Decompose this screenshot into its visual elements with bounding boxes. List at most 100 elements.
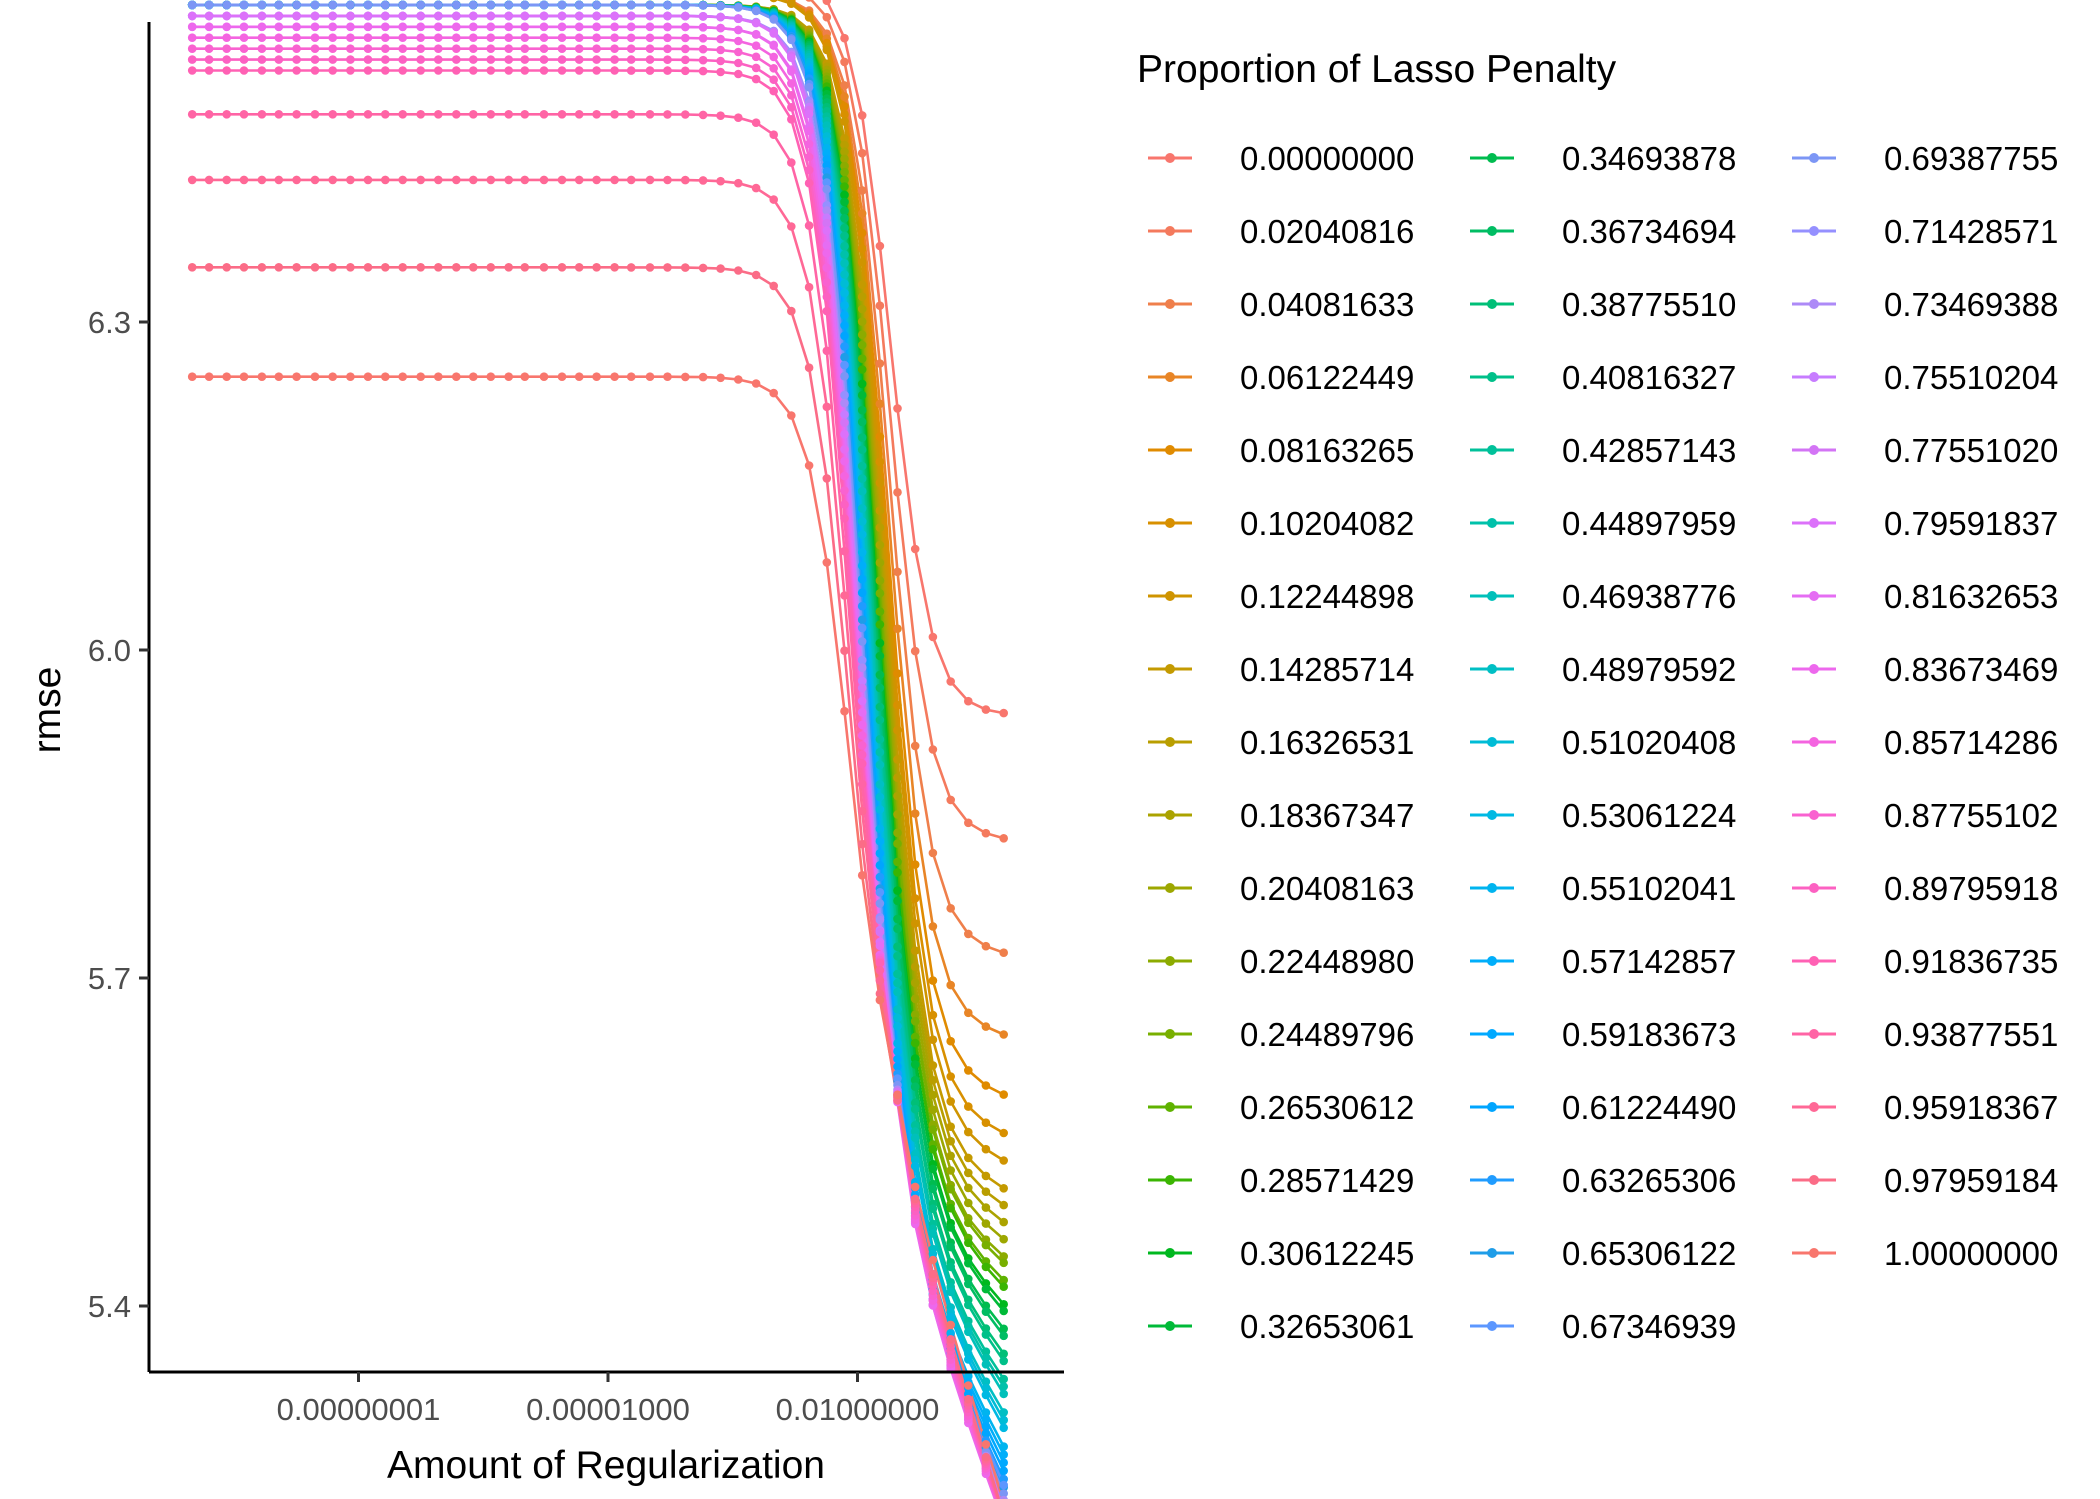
data-point: [822, 558, 832, 567]
data-point: [222, 0, 231, 10]
legend-key-point: [1487, 591, 1497, 601]
legend-label: 0.28571429: [1240, 1162, 1414, 1199]
data-point: [875, 241, 885, 251]
data-point: [875, 702, 885, 712]
data-point: [999, 834, 1008, 843]
data-point: [928, 1075, 938, 1085]
data-point: [893, 404, 902, 413]
data-point: [452, 372, 461, 382]
data-point: [452, 33, 461, 42]
data-point: [734, 69, 743, 79]
data-point: [910, 1104, 920, 1114]
legend-key-point: [1809, 664, 1819, 674]
legend-item: 0.48979592: [1470, 651, 1736, 688]
data-point: [574, 0, 584, 10]
data-point: [893, 1005, 902, 1014]
data-point: [187, 11, 197, 21]
data-point: [469, 175, 478, 185]
data-point: [346, 44, 355, 53]
data-point: [787, 67, 796, 76]
data-point: [645, 55, 655, 64]
data-point: [416, 263, 426, 272]
data-point: [893, 914, 902, 924]
data-point: [328, 55, 338, 64]
data-point: [804, 165, 814, 175]
data-point: [557, 372, 567, 382]
data-point: [893, 488, 902, 497]
data-point: [592, 110, 601, 119]
data-point: [222, 55, 231, 64]
data-point: [857, 209, 867, 218]
data-point: [663, 66, 672, 75]
data-point: [981, 1452, 991, 1462]
legend-label: 0.63265306: [1562, 1162, 1736, 1199]
data-point: [310, 66, 320, 75]
data-point: [928, 1061, 938, 1070]
data-point: [592, 55, 601, 64]
data-point: [381, 11, 390, 21]
data-point: [769, 41, 778, 50]
data-point: [893, 1074, 902, 1083]
data-point: [363, 11, 373, 21]
data-point: [875, 735, 885, 744]
data-point: [875, 478, 885, 488]
data-point: [204, 0, 214, 10]
data-point: [751, 118, 761, 127]
data-point: [910, 544, 920, 554]
data-point: [787, 91, 796, 100]
data-point: [840, 471, 849, 481]
data-point: [539, 263, 549, 272]
data-point: [398, 11, 408, 21]
data-point: [239, 110, 249, 119]
data-point: [964, 1238, 973, 1248]
data-point: [840, 398, 849, 408]
legend-item: 0.10204082: [1148, 505, 1414, 542]
data-point: [557, 55, 567, 64]
data-point: [626, 22, 636, 32]
data-point: [716, 23, 725, 33]
data-point: [698, 66, 708, 76]
data-point: [893, 624, 902, 633]
data-point: [857, 486, 867, 496]
data-point: [398, 175, 408, 185]
data-point: [539, 66, 549, 75]
legend-item: 0.08163265: [1148, 432, 1414, 469]
data-point: [751, 63, 761, 73]
data-point: [981, 1324, 991, 1333]
data-point: [292, 11, 301, 21]
legend-key-point: [1165, 445, 1175, 455]
data-point: [875, 620, 885, 629]
data-point: [292, 44, 301, 53]
data-point: [893, 700, 902, 710]
data-point: [981, 828, 991, 838]
data-point: [204, 33, 214, 42]
data-point: [840, 241, 849, 251]
data-point: [964, 929, 973, 939]
data-point: [893, 1022, 902, 1031]
legend-key-point: [1165, 1248, 1175, 1258]
data-point: [222, 110, 231, 119]
legend-key-point: [1165, 153, 1175, 163]
data-point: [610, 33, 619, 42]
data-point: [787, 103, 796, 112]
data-point: [840, 360, 849, 370]
data-point: [787, 53, 796, 62]
data-point: [751, 74, 761, 84]
legend-label: 0.24489796: [1240, 1016, 1414, 1053]
legend-key-point: [1487, 153, 1497, 163]
data-point: [469, 0, 478, 10]
legend-key-point: [1487, 883, 1497, 893]
data-point: [840, 175, 849, 185]
data-point: [257, 0, 267, 10]
data-point: [610, 0, 619, 10]
data-point: [274, 22, 284, 32]
data-point: [857, 330, 867, 340]
data-point: [999, 1450, 1008, 1459]
data-point: [698, 372, 708, 382]
legend-item: 0.93877551: [1792, 1016, 2058, 1053]
legend-key-point: [1487, 1248, 1497, 1258]
data-point: [946, 1287, 955, 1297]
data-point: [557, 33, 567, 42]
data-point: [981, 1377, 991, 1386]
data-point: [857, 708, 867, 717]
